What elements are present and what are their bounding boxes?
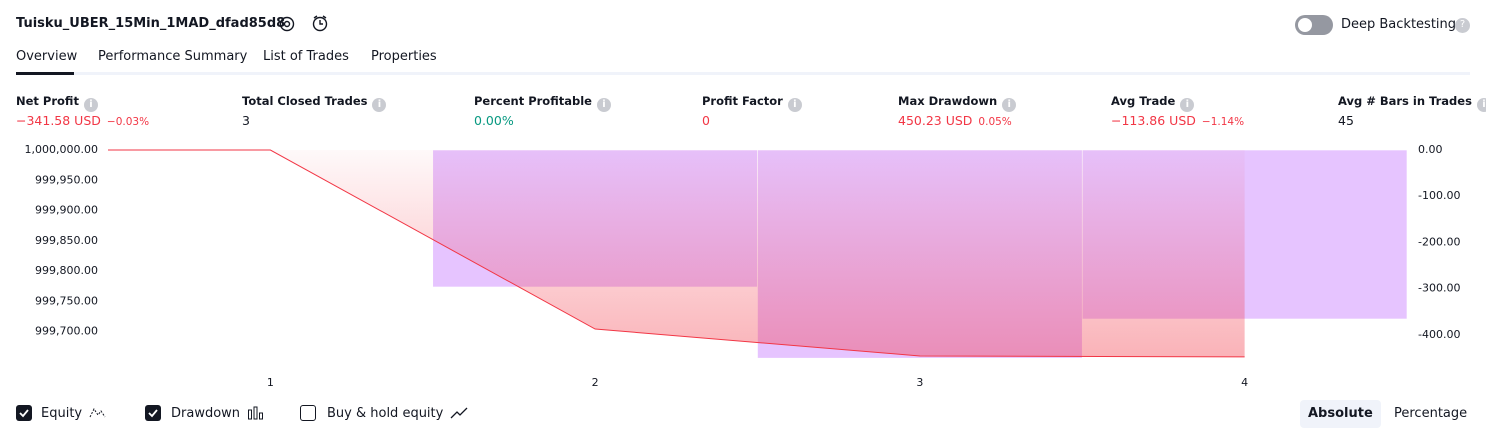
metric-change: 0.05% [978,116,1012,128]
tab[interactable]: Performance Summary [98,49,248,64]
metric-label-text: Profit Factor [702,94,783,108]
metric-label-text: Avg # Bars in Trades [1338,94,1472,108]
legend-label: Drawdown [171,406,241,421]
info-icon[interactable]: i [372,98,387,112]
metric-value: −113.86 USD −1.14% [1111,113,1244,128]
tab[interactable]: Overview [16,49,78,64]
metric-label: Avg Trade i [1111,94,1195,112]
y2-tick-label: -200.00 [1418,235,1460,248]
metric-value: 45 [1338,113,1354,128]
deep-backtesting-label: Deep Backtesting [1341,17,1457,32]
info-icon[interactable]: i [1476,98,1486,112]
metric-label-text: Total Closed Trades [242,94,368,108]
x-tick-label: 4 [1241,376,1248,389]
tab-divider [16,72,1470,75]
y-tick-label: 999,700.00 [35,325,98,338]
metric-value: 0.00% [474,113,514,128]
y-tick-label: 999,750.00 [35,294,98,307]
active-tab-underline [16,72,74,75]
metric-value-text: 450.23 USD [898,113,973,128]
info-icon[interactable]: i [1180,98,1195,112]
legend-icon [89,408,106,418]
tab[interactable]: List of Trades [263,49,349,64]
legend-icon [450,407,468,419]
legend-checkbox[interactable] [145,405,161,421]
metric-value: 3 [242,113,250,128]
deep-backtesting-toggle[interactable] [1295,15,1333,35]
metric-value-text: −113.86 USD [1111,113,1196,128]
y-tick-label: 1,000,000.00 [25,143,98,156]
legend-checkbox[interactable] [16,405,32,421]
metric-label-text: Net Profit [16,94,79,108]
tab[interactable]: Properties [371,49,437,64]
legend-checkbox[interactable] [300,405,316,421]
legend-label: Buy & hold equity [327,406,444,421]
info-icon[interactable]: i [787,98,802,112]
metric-value: 0 [702,113,710,128]
metric-value-text: 0 [702,113,710,128]
legend-label: Equity [41,406,83,421]
metric-value-text: 0.00% [474,113,514,128]
metric-value-text: 3 [242,113,250,128]
metric-label-text: Percent Profitable [474,94,592,108]
mode-button[interactable]: Absolute [1300,400,1381,428]
metric-label: Max Drawdown i [898,94,1017,112]
y-tick-label: 999,800.00 [35,264,98,277]
strategy-title: Tuisku_UBER_15Min_1MAD_dfad85d8 [16,16,286,31]
metric-label: Avg # Bars in Trades i [1338,94,1486,112]
metric-value: 450.23 USD 0.05% [898,113,1012,128]
y-tick-label: 999,850.00 [35,234,98,247]
info-icon[interactable]: i [596,98,611,112]
metric-label: Profit Factor i [702,94,802,112]
info-icon[interactable]: i [1002,98,1017,112]
info-icon[interactable]: i [83,98,98,112]
x-tick-label: 2 [592,376,599,389]
metric-label: Net Profit i [16,94,98,112]
metric-value-text: 45 [1338,113,1354,128]
legend-icon [248,406,264,420]
y2-tick-label: -100.00 [1418,189,1460,202]
metric-change: −0.03% [106,116,150,128]
metric-value: −341.58 USD −0.03% [16,113,149,128]
metric-value-text: −341.58 USD [16,113,101,128]
settings-icon[interactable] [278,15,296,33]
metric-label: Total Closed Trades i [242,94,387,112]
y-tick-label: 999,950.00 [35,173,98,186]
equity-area [108,150,1245,357]
y-tick-label: 999,900.00 [35,204,98,217]
metric-label-text: Max Drawdown [898,94,998,108]
x-tick-label: 1 [267,376,274,389]
mode-button[interactable]: Percentage [1394,406,1468,421]
metric-label: Percent Profitable i [474,94,611,112]
y2-tick-label: -400.00 [1418,328,1460,341]
y2-tick-label: -300.00 [1418,282,1460,295]
alert-icon[interactable] [311,14,331,34]
y2-tick-label: 0.00 [1418,143,1443,156]
metric-change: −1.14% [1201,116,1245,128]
equity-line [108,149,1245,358]
x-tick-label: 3 [916,376,923,389]
help-icon[interactable]: ? [1455,18,1470,33]
metric-label-text: Avg Trade [1111,94,1176,108]
